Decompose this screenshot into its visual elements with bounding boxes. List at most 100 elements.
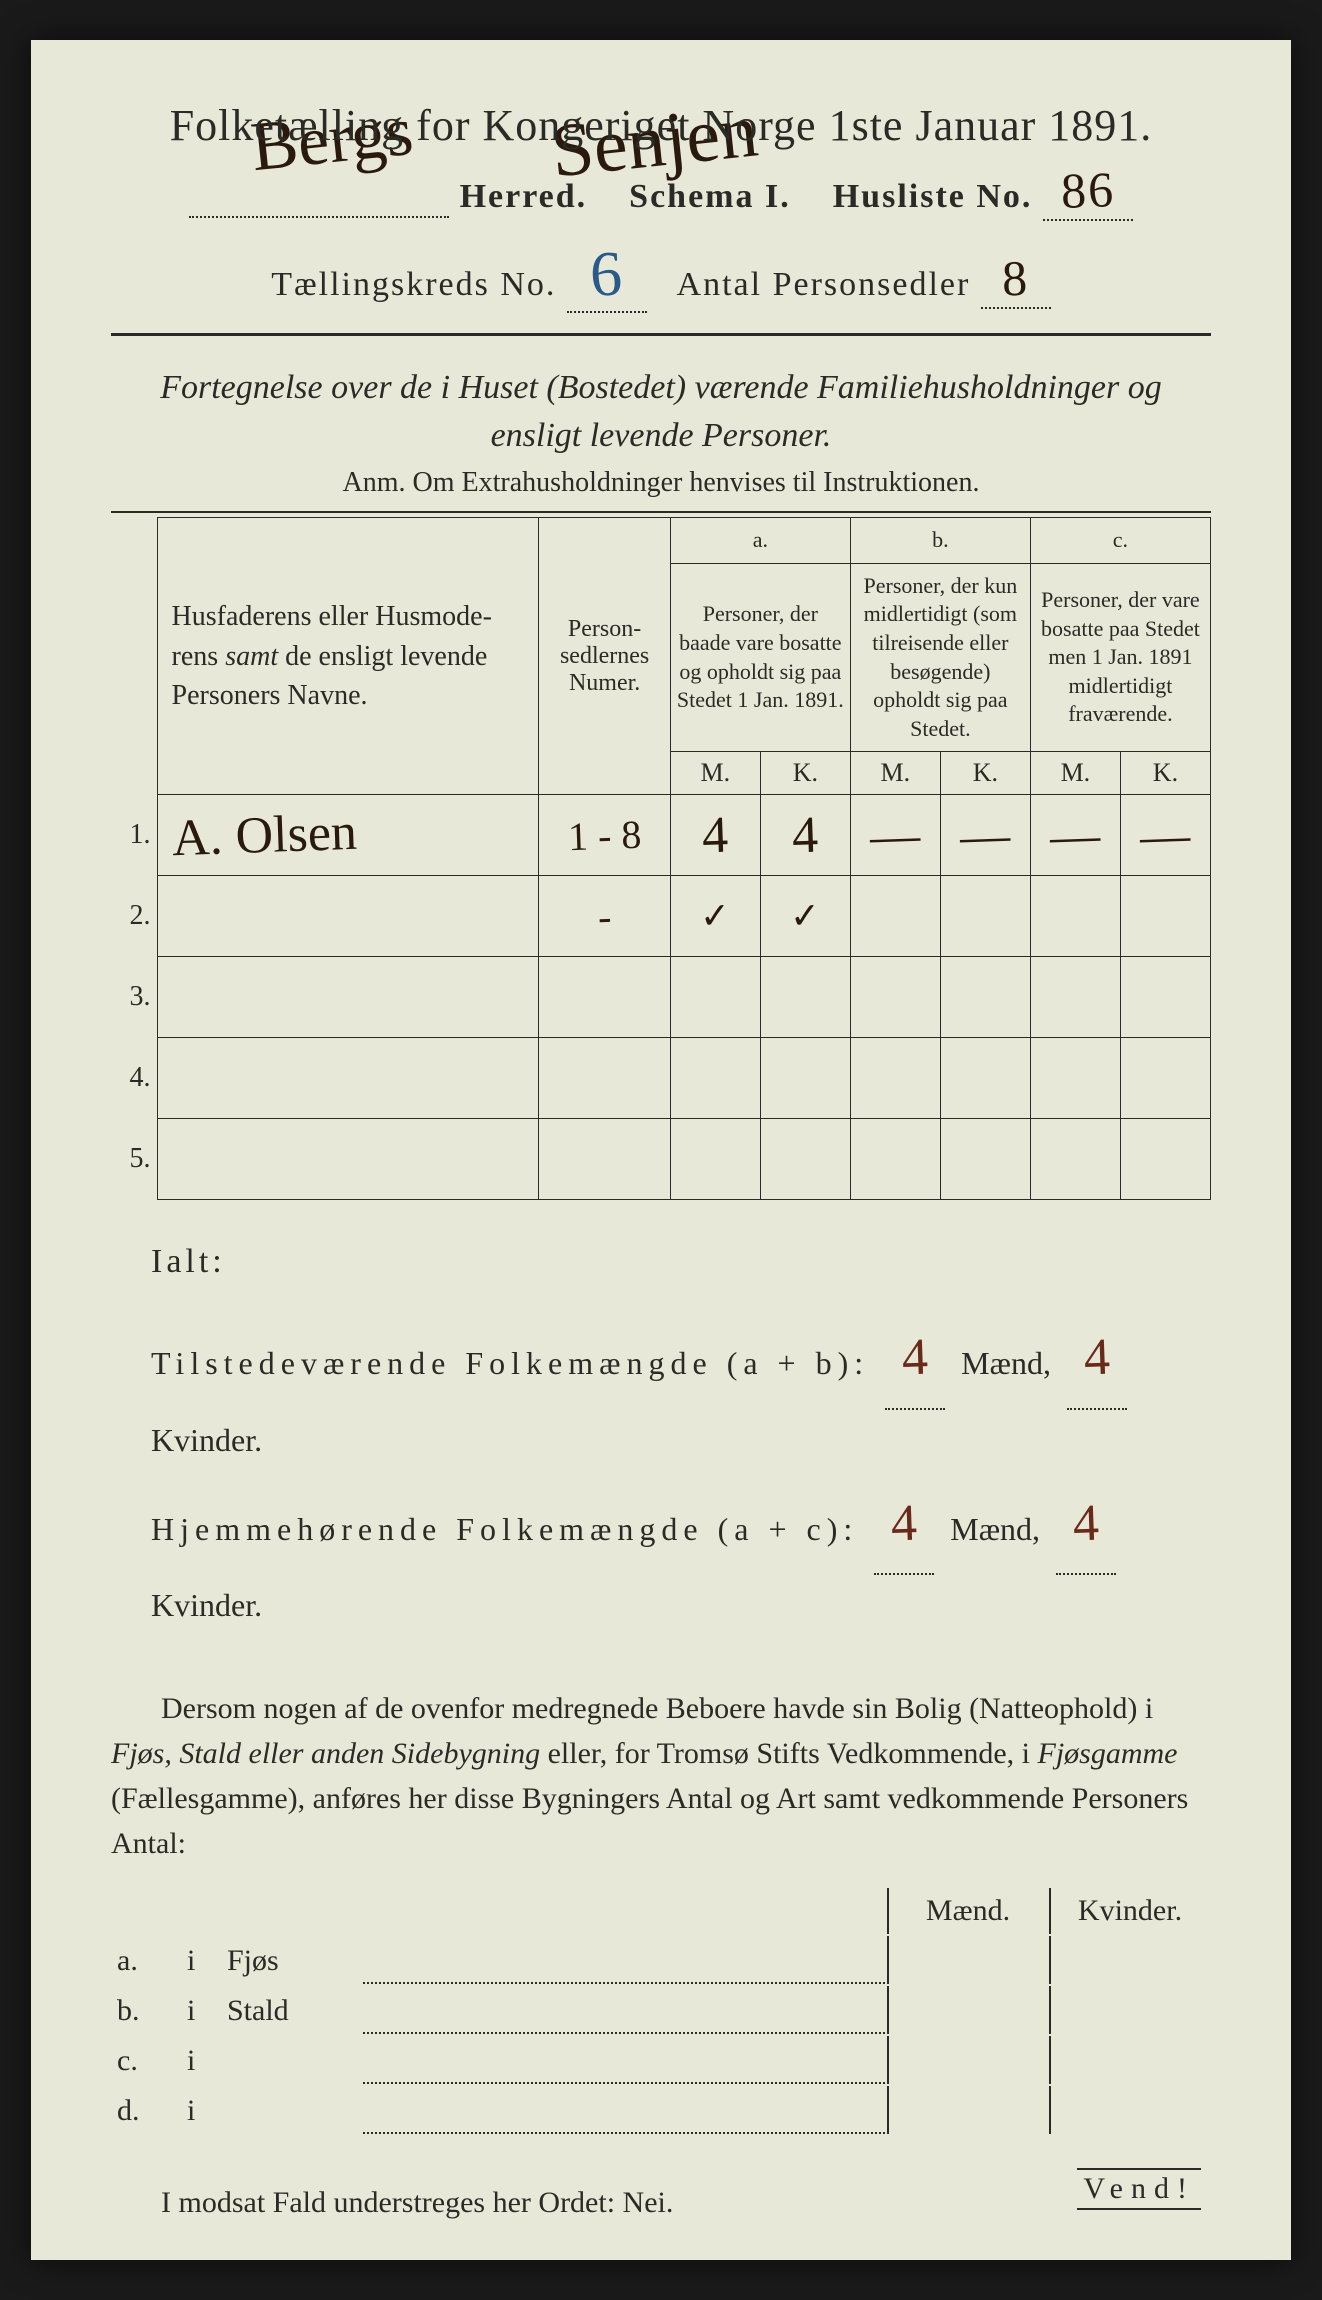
table-top-rule	[111, 511, 1211, 513]
household-table: Husfaderens eller Husmode­rens samt de e…	[111, 517, 1211, 1200]
b-k-cell	[940, 957, 1030, 1038]
col-a-k: K.	[760, 752, 850, 795]
para-it2: Fjøsgamme	[1038, 1737, 1178, 1770]
table-row: 4.	[111, 1038, 1211, 1119]
name-cell: A. Olsen	[157, 795, 539, 876]
row-number: 2.	[111, 876, 157, 957]
b-k-cell	[940, 876, 1030, 957]
b-k-cell: —	[940, 795, 1030, 876]
a-k-cell: 4	[760, 795, 850, 876]
bt-m-cell	[887, 1986, 1047, 2034]
bt-name	[223, 2036, 361, 2084]
main-title: Folketælling for Kongeriget Norge 1ste J…	[111, 100, 1211, 151]
kreds-label: Tællingskreds No.	[271, 266, 556, 303]
bt-k-cell	[1049, 1936, 1209, 1984]
herred-slot	[189, 178, 449, 218]
c-m-cell	[1030, 957, 1120, 1038]
herred-label: Herred.	[460, 178, 588, 215]
name-cell	[157, 1038, 539, 1119]
totals-line-1: Tilstedeværende Folkemængde (a + b): 4 M…	[151, 1309, 1211, 1471]
husliste-no-value: 86	[1060, 160, 1116, 220]
a-m-cell	[670, 957, 760, 1038]
c-m-cell	[1030, 1038, 1120, 1119]
col-num-header: Person­sedler­nesNumer.	[539, 518, 670, 795]
para-t2: eller, for Tromsø Stifts Vedkommende, i	[540, 1737, 1037, 1770]
row-number: 5.	[111, 1119, 157, 1200]
row-number: 1.	[111, 795, 157, 876]
group-c-label: c.	[1030, 518, 1210, 564]
c-k-cell: —	[1120, 795, 1210, 876]
kreds-no-value: 6	[589, 236, 626, 311]
bt-i: i	[183, 2086, 221, 2134]
vend-label: Vend!	[1077, 2168, 1201, 2210]
line2-k-value: 4	[1071, 1474, 1100, 1574]
c-m-cell	[1030, 876, 1120, 957]
num-cell: 1 - 8	[539, 795, 670, 876]
c-k-cell	[1120, 1119, 1210, 1200]
num-cell	[539, 1038, 670, 1119]
b-m-cell: —	[850, 795, 940, 876]
ialt-label: Ialt:	[151, 1230, 226, 1295]
divider-rule	[111, 333, 1211, 336]
totals-line-2: Hjemmehørende Folkemængde (a + c): 4 Mæn…	[151, 1475, 1211, 1637]
bt-m-cell	[887, 1936, 1047, 1984]
b-m-cell	[850, 876, 940, 957]
line1-label: Tilstedeværende Folkemængde (a + b):	[151, 1345, 869, 1381]
group-b-text: Personer, der kun midlertidigt (som tilr…	[850, 563, 1030, 752]
a-m-cell: ✓	[670, 876, 760, 957]
table-row: 5.	[111, 1119, 1211, 1200]
b-k-cell	[940, 1038, 1030, 1119]
bt-maend-header: Mænd.	[887, 1888, 1047, 1934]
group-a-label: a.	[670, 518, 850, 564]
maend-label-1: Mænd,	[961, 1345, 1051, 1381]
bt-k-cell	[1049, 2036, 1209, 2084]
husliste-no-slot: 86	[1043, 161, 1133, 221]
b-m-cell	[850, 1038, 940, 1119]
bt-dots	[363, 1986, 885, 2034]
para-it1: Fjøs, Stald eller anden Sidebygning	[111, 1737, 540, 1770]
title-block: Folketælling for Kongeriget Norge 1ste J…	[111, 100, 1211, 313]
c-k-cell	[1120, 1038, 1210, 1119]
line2-label: Hjemmehørende Folkemængde (a + c):	[151, 1511, 858, 1547]
buildings-table: Mænd. Kvinder. a.iFjøs b.iStald c.i d.i	[111, 1886, 1211, 2136]
line1-k-value: 4	[1082, 1309, 1111, 1409]
census-form-page: Bergs Senjen Folketælling for Kongeriget…	[31, 40, 1291, 2260]
building-row: d.i	[113, 2086, 1209, 2134]
building-row: c.i	[113, 2036, 1209, 2084]
kvinder-label-2: Kvinder.	[151, 1587, 262, 1623]
para-t1: Dersom nogen af de ovenfor medregnede Be…	[161, 1692, 1153, 1725]
table-row: 3.	[111, 957, 1211, 1038]
title-line-3: Tællingskreds No. 6 Antal Personsedler 8	[111, 237, 1211, 313]
a-m-cell	[670, 1119, 760, 1200]
instruction-paragraph: Dersom nogen af de ovenfor medregnede Be…	[111, 1686, 1211, 1866]
col-c-m: M.	[1030, 752, 1120, 795]
col-b-k: K.	[940, 752, 1030, 795]
line2-m-value: 4	[890, 1474, 919, 1574]
name-cell	[157, 1119, 539, 1200]
b-k-cell	[940, 1119, 1030, 1200]
a-k-cell: ✓	[760, 876, 850, 957]
c-m-cell: —	[1030, 795, 1120, 876]
subtitle: Fortegnelse over de i Huset (Bostedet) v…	[111, 364, 1211, 459]
bt-name	[223, 2086, 361, 2134]
c-k-cell	[1120, 876, 1210, 957]
bt-letter: c.	[113, 2036, 181, 2084]
col-b-m: M.	[850, 752, 940, 795]
building-row: a.iFjøs	[113, 1936, 1209, 1984]
totals-block: Ialt: Tilstedeværende Folkemængde (a + b…	[111, 1230, 1211, 1636]
col-names-header: Husfaderens eller Husmode­rens samt de e…	[157, 518, 539, 795]
bt-letter: d.	[113, 2086, 181, 2134]
a-k-cell	[760, 957, 850, 1038]
para-t3: (Fællesgamme), anføres her disse Bygning…	[111, 1782, 1188, 1860]
group-c-text: Personer, der vare bosatte paa Stedet me…	[1030, 563, 1210, 752]
a-m-cell	[670, 1038, 760, 1119]
b-m-cell	[850, 1119, 940, 1200]
bt-name: Fjøs	[223, 1936, 361, 1984]
col-c-k: K.	[1120, 752, 1210, 795]
a-m-cell: 4	[670, 795, 760, 876]
c-m-cell	[1030, 1119, 1120, 1200]
kreds-no-slot: 6	[567, 237, 647, 313]
group-a-text: Personer, der baade vare bosatte og opho…	[670, 563, 850, 752]
bt-i: i	[183, 1986, 221, 2034]
bt-k-cell	[1049, 2086, 1209, 2134]
